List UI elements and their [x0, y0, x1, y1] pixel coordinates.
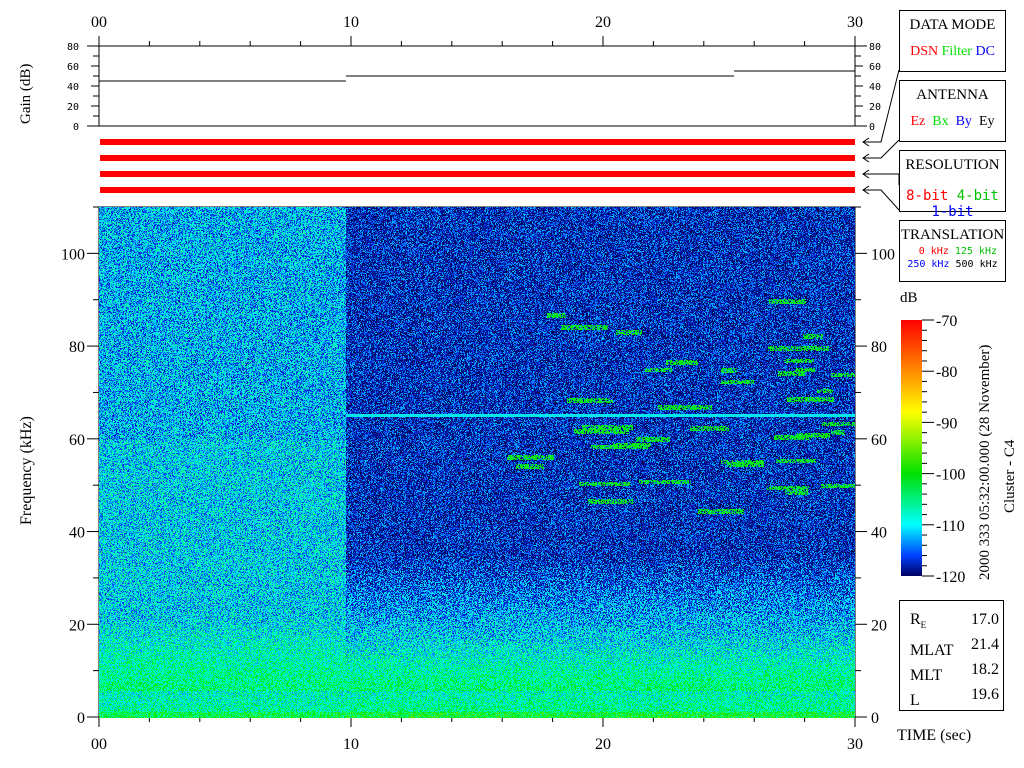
legend-connector: [863, 139, 900, 159]
gain-tick-label: 20: [67, 102, 79, 113]
antenna-title: ANTENNA: [916, 87, 989, 103]
freq-tick-label: 60: [69, 432, 85, 449]
gain-tick-label-right: 20: [869, 102, 881, 113]
status-bar: [100, 187, 855, 193]
legend-connector: [863, 189, 900, 211]
colorbar-tick-label: -90: [936, 415, 957, 432]
translation-legend: TRANSLATION 0 kHz 125 kHz 250 kHz 500 kH…: [899, 220, 1006, 282]
spectrogram: [99, 207, 855, 718]
freq-tick-label-right: 80: [871, 339, 887, 356]
legend-500khz: 500 kHz: [955, 259, 998, 270]
gain-tick-label-right: 60: [869, 62, 881, 73]
connector-arrow-icon: [862, 169, 870, 179]
connector-arrow-icon: [862, 153, 870, 163]
gain-axis-label: Gain (dB): [18, 63, 34, 124]
bottom-time-label: 30: [847, 736, 863, 753]
legend-bx: Bx: [932, 114, 949, 129]
freq-tick-label-right: 0: [871, 710, 879, 727]
gain-tick-label-right: 0: [869, 122, 875, 133]
resolution-legend: RESOLUTION 8-bit 4-bit 1-bit: [899, 150, 1006, 220]
freq-tick-label: 20: [69, 617, 85, 634]
top-time-label: 20: [595, 14, 611, 31]
time-axis-label: TIME (sec): [897, 727, 972, 744]
freq-tick-label: 40: [69, 525, 85, 542]
status-bar: [100, 139, 855, 145]
translation-title: TRANSLATION: [900, 227, 1005, 243]
legend-250khz: 250 kHz: [907, 259, 950, 270]
legend-connector: [863, 69, 900, 143]
colorbar-tick-label: -120: [936, 569, 965, 586]
top-time-label: 30: [847, 14, 863, 31]
freq-tick-label-right: 40: [871, 525, 887, 542]
legend-125khz: 125 kHz: [954, 246, 997, 257]
colorbar-tick-label: -70: [936, 313, 957, 330]
mlt-label: MLT: [910, 667, 943, 685]
freq-tick-label: 100: [61, 246, 85, 263]
antenna-legend: ANTENNA Ez Bx By Ey: [899, 80, 1006, 142]
orbit-info-box: RE MLAT MLT L 17.0 21.4 18.2 19.6: [899, 600, 1004, 711]
gain-tick-label-right: 40: [869, 82, 881, 93]
bottom-time-label: 10: [343, 736, 359, 753]
legend-by: By: [955, 114, 972, 129]
top-time-label: 00: [91, 14, 107, 31]
legend-connector: [863, 173, 900, 185]
freq-tick-label-right: 60: [871, 432, 887, 449]
legend-4bit: 4-bit: [956, 188, 999, 204]
colorbar-tick-label: -110: [936, 518, 965, 535]
legend-1bit: 1-bit: [931, 204, 974, 220]
re-label: R: [910, 611, 921, 628]
status-bar: [100, 155, 855, 161]
timestamp: 2000 333 05:32:00.000 (28 November): [977, 344, 993, 580]
freq-tick-label-right: 100: [871, 246, 895, 263]
legend-0khz: 0 kHz: [918, 246, 949, 257]
status-bar: [100, 171, 855, 177]
legend-dc: DC: [975, 44, 995, 59]
legend-ey: Ey: [978, 114, 995, 129]
freq-tick-label-right: 20: [871, 617, 887, 634]
bottom-time-label: 00: [91, 736, 107, 753]
re-value: 17.0: [971, 611, 999, 628]
mlat-label: MLAT: [910, 642, 954, 660]
data-mode-title: DATA MODE: [909, 17, 996, 33]
legend-ez: Ez: [910, 114, 926, 129]
mlt-value: 18.2: [971, 661, 999, 678]
gain-tick-label-right: 80: [869, 42, 881, 53]
frequency-axis-label: Frequency (kHz): [18, 416, 35, 525]
freq-tick-label: 80: [69, 339, 85, 356]
top-time-label: 10: [343, 14, 359, 31]
re-sub: E: [920, 620, 927, 631]
mlat-value: 21.4: [971, 636, 999, 653]
legend-filter: Filter: [941, 44, 972, 59]
gain-tick-label: 80: [67, 42, 79, 53]
gain-tick-label: 40: [67, 82, 79, 93]
gain-tick-label: 0: [73, 122, 79, 133]
gain-tick-label: 60: [67, 62, 79, 73]
colorbar: [901, 320, 922, 576]
resolution-title: RESOLUTION: [905, 157, 1000, 173]
legend-8bit: 8-bit: [906, 188, 949, 204]
connector-arrow-icon: [862, 185, 870, 195]
colorbar-tick-label: -80: [936, 364, 957, 381]
data-mode-legend: DATA MODE DSN Filter DC: [899, 10, 1006, 72]
colorbar-tick-label: -100: [936, 467, 965, 484]
l-label: L: [910, 692, 920, 710]
spacecraft-label: Cluster - C4: [1002, 439, 1018, 513]
l-value: 19.6: [971, 686, 999, 703]
legend-dsn: DSN: [910, 44, 939, 59]
connector-arrow-icon: [862, 137, 870, 147]
bottom-time-label: 20: [595, 736, 611, 753]
colorbar-label: dB: [900, 290, 918, 306]
freq-tick-label: 0: [77, 710, 85, 727]
